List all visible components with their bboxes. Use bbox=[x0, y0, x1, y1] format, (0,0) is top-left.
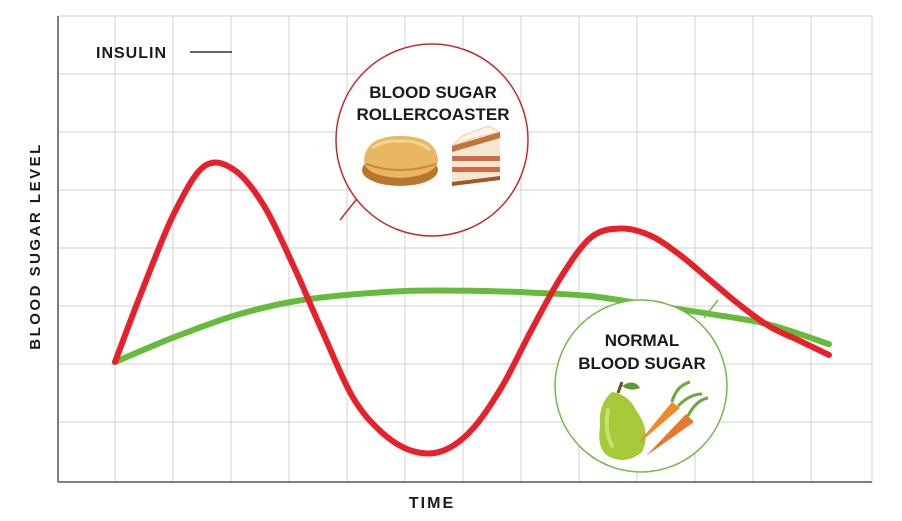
normal-blood-sugar-series-line bbox=[112, 287, 832, 365]
y-axis-label: BLOOD SUGAR LEVEL bbox=[27, 142, 44, 350]
x-axis-label: TIME bbox=[409, 495, 455, 512]
cake-slice-icon bbox=[451, 125, 502, 186]
normal-leader-line bbox=[703, 299, 719, 319]
bread-roll-icon bbox=[362, 136, 438, 186]
rollercoaster-callout: BLOOD SUGAR ROLLERCOASTER bbox=[335, 43, 529, 237]
pear-icon bbox=[599, 381, 646, 460]
normal-title-line2: BLOOD SUGAR bbox=[578, 354, 706, 373]
series-layer bbox=[112, 159, 832, 457]
rollercoaster-circle bbox=[335, 43, 529, 237]
normal-callout: NORMAL BLOOD SUGAR bbox=[554, 299, 728, 473]
insulin-label: INSULIN bbox=[96, 45, 167, 62]
rollercoaster-title-line2: ROLLERCOASTER bbox=[357, 105, 510, 124]
normal-title-line1: NORMAL bbox=[605, 331, 680, 350]
rollercoaster-title-line1: BLOOD SUGAR bbox=[369, 83, 497, 102]
insulin-series-line bbox=[112, 159, 832, 457]
carrots-icon bbox=[636, 380, 709, 456]
